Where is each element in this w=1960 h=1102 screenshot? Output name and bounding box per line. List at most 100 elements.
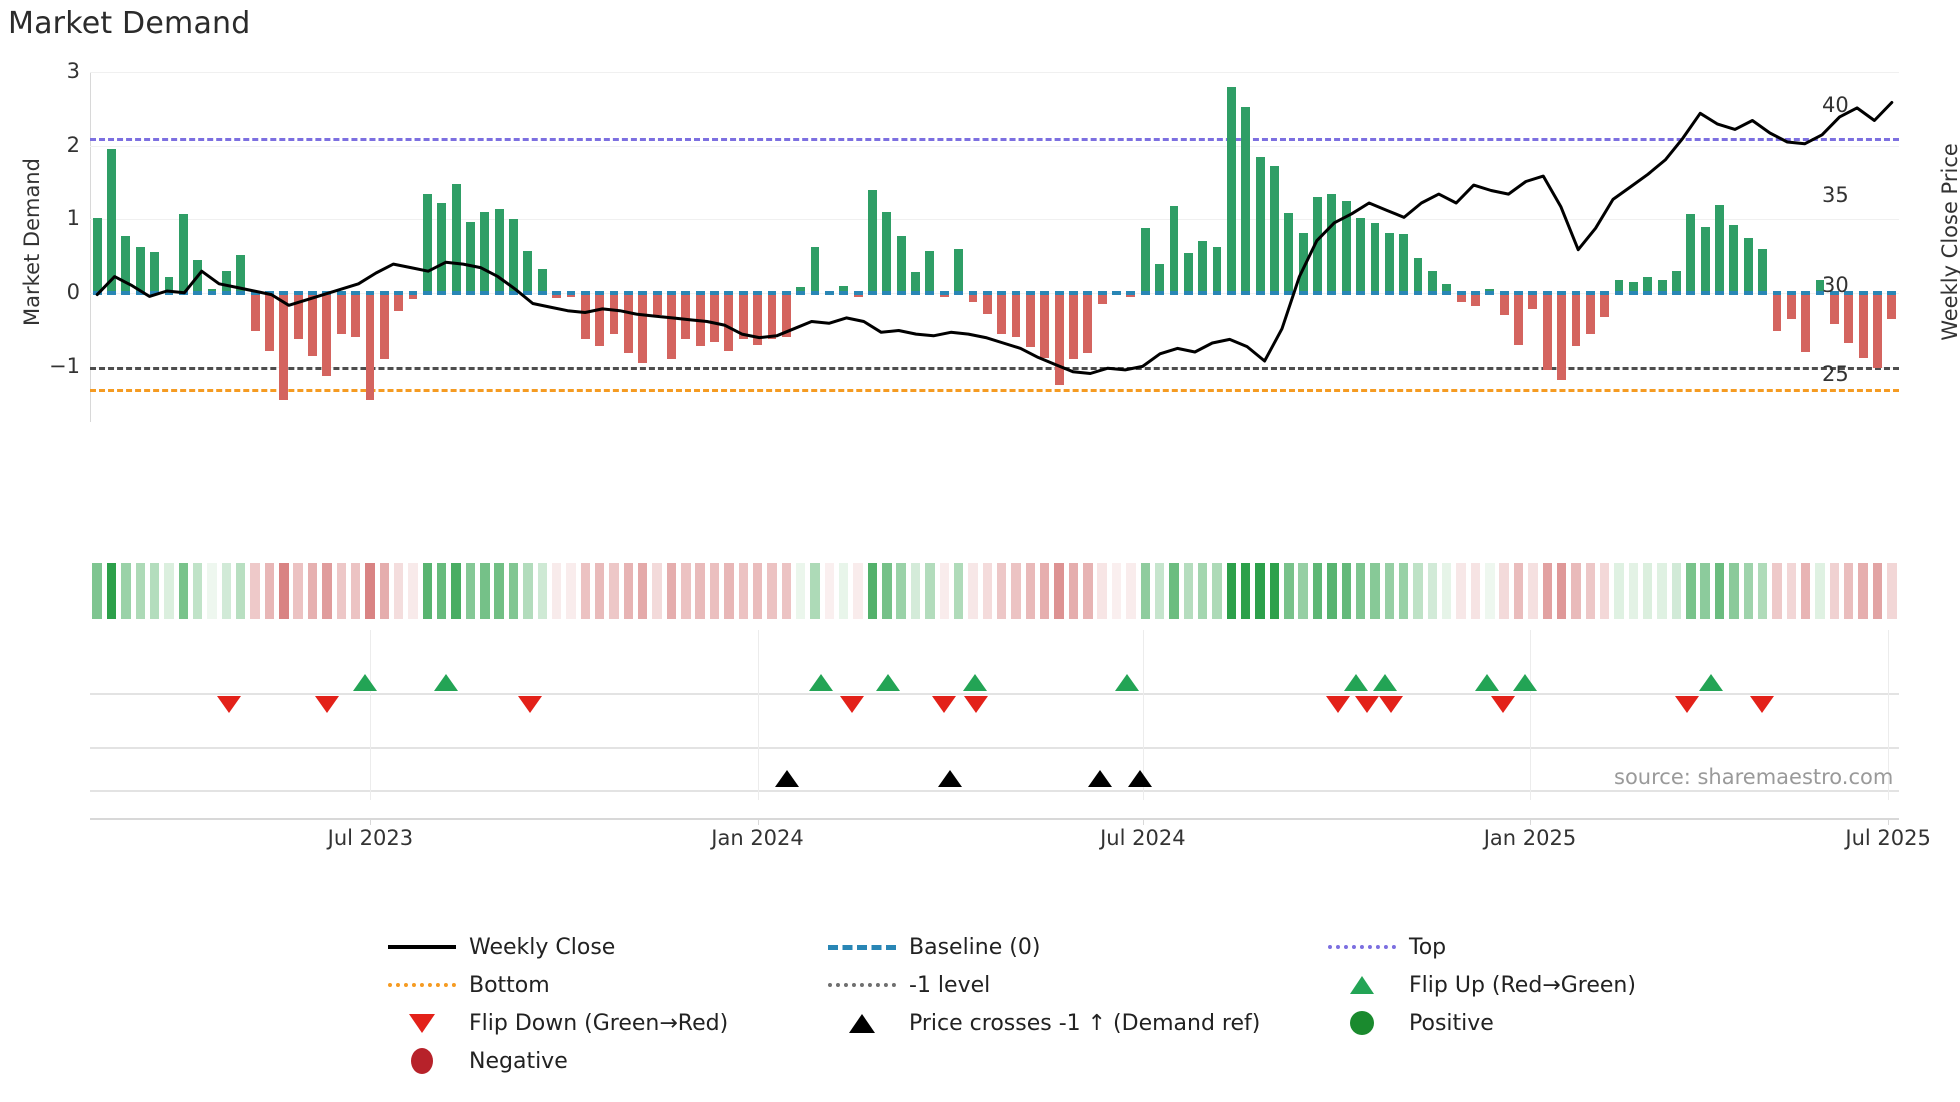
demand-bar: [882, 212, 892, 294]
heat-strip-cell: [250, 563, 260, 619]
heat-strip-cell: [164, 563, 174, 619]
price-cross-marker: [938, 770, 963, 787]
baseline-segment: [1040, 291, 1050, 296]
reference-line-bottom: [90, 388, 1899, 392]
gridline: [90, 293, 1899, 295]
heat-strip-cell: [1040, 563, 1050, 619]
heat-strip-cell: [408, 563, 418, 619]
flip-down-marker: [314, 696, 339, 713]
heat-strip-cell: [1068, 563, 1079, 619]
baseline-segment: [121, 291, 131, 296]
heat-strip-cell: [580, 563, 591, 619]
legend-item[interactable]: Flip Down (Green→Red): [383, 1011, 823, 1036]
flip-up-marker: [962, 674, 987, 691]
y-axis-left-tick: −1: [49, 353, 80, 378]
baseline-segment: [408, 291, 418, 296]
demand-bar: [1284, 213, 1294, 294]
baseline-segment: [207, 291, 217, 296]
dotted-line-icon: [383, 973, 461, 997]
heat-strip-cell: [365, 563, 375, 619]
heat-strip-cell: [681, 563, 691, 619]
demand-bar: [1528, 293, 1538, 310]
heat-strip-cell: [1212, 563, 1222, 619]
heat-strip-cell: [1513, 563, 1524, 619]
demand-bar: [1069, 293, 1078, 360]
demand-bar: [638, 293, 648, 364]
legend-item[interactable]: Top: [1323, 935, 1763, 960]
chart-legend: Weekly Close Baseline (0) Top Bottom -1 leve…: [383, 928, 1783, 1080]
x-gridline: [1529, 630, 1531, 800]
heat-strip-cell: [1241, 563, 1251, 619]
legend-item[interactable]: -1 level: [823, 973, 1323, 998]
legend-item[interactable]: Negative: [383, 1048, 823, 1074]
baseline-segment: [1729, 291, 1739, 296]
baseline-segment: [638, 291, 648, 296]
baseline-segment: [480, 291, 490, 296]
baseline-segment: [1069, 291, 1078, 296]
demand-bar: [1542, 293, 1552, 371]
line-icon: [383, 935, 461, 959]
heat-strip-cell: [494, 563, 504, 619]
heat-strip-cell: [1714, 563, 1725, 619]
baseline-segment: [1011, 291, 1021, 296]
baseline-segment: [1485, 291, 1495, 296]
heat-strip-cell: [1528, 563, 1538, 619]
heat-strip-cell: [1456, 563, 1466, 619]
baseline-segment: [868, 291, 877, 296]
demand-bar: [1097, 293, 1107, 305]
triangle-up-icon: [1323, 973, 1401, 997]
baseline-segment: [1514, 291, 1523, 296]
baseline-segment: [1442, 291, 1452, 296]
baseline-segment: [925, 291, 935, 296]
legend-item[interactable]: Price crosses -1 ↑ (Demand ref): [823, 1011, 1323, 1036]
baseline-segment: [1743, 291, 1753, 296]
heat-strip-cell: [638, 563, 648, 619]
demand-bar: [595, 293, 605, 347]
demand-bar: [896, 235, 906, 294]
heat-strip-cell: [1384, 563, 1395, 619]
legend-item-label: Positive: [1409, 1010, 1494, 1036]
heat-strip-cell: [451, 563, 461, 619]
demand-bar: [767, 293, 777, 339]
demand-bar: [954, 248, 964, 294]
baseline-segment: [1399, 291, 1409, 296]
demand-bar: [236, 254, 246, 294]
baseline-segment: [652, 291, 662, 296]
baseline-segment: [580, 291, 590, 296]
heat-strip-cell: [1470, 563, 1481, 619]
demand-bar: [652, 293, 662, 316]
heat-strip-cell: [465, 563, 476, 619]
demand-bar: [1427, 270, 1437, 294]
heat-strip-cell: [724, 563, 734, 619]
heat-strip-cell: [1183, 563, 1194, 619]
baseline-segment: [911, 291, 920, 296]
heat-strip-cell: [1599, 563, 1610, 619]
flip-down-marker: [1749, 696, 1774, 713]
flip-down-marker: [964, 696, 989, 713]
heat-strip-cell: [1327, 563, 1337, 619]
baseline-segment: [1413, 291, 1423, 296]
legend-item[interactable]: Flip Up (Red→Green): [1323, 973, 1763, 998]
baseline-segment: [710, 291, 719, 296]
heat-strip-cell: [1226, 563, 1237, 619]
demand-bar: [753, 293, 763, 345]
legend-item[interactable]: Baseline (0): [823, 935, 1323, 960]
legend-item-label: Flip Up (Red→Green): [1409, 972, 1636, 998]
heat-strip-cell: [336, 563, 346, 619]
demand-bar: [623, 293, 633, 354]
heat-strip-cell: [824, 563, 835, 619]
heat-strip-cell: [982, 563, 993, 619]
legend-item[interactable]: Weekly Close: [383, 935, 823, 960]
reference-line-neg1: [90, 366, 1899, 370]
heat-strip-cell: [1671, 563, 1682, 619]
baseline-segment: [595, 291, 605, 296]
x-axis-tick-mark: [370, 818, 372, 825]
legend-item[interactable]: Bottom: [383, 973, 823, 998]
demand-bar: [609, 293, 619, 334]
demand-bar: [1786, 293, 1796, 319]
legend-item[interactable]: Positive: [1323, 1011, 1763, 1036]
baseline-segment: [1241, 291, 1251, 296]
demand-bar: [1384, 232, 1394, 294]
baseline-segment: [968, 291, 978, 296]
demand-heat-strip: [90, 563, 1899, 619]
